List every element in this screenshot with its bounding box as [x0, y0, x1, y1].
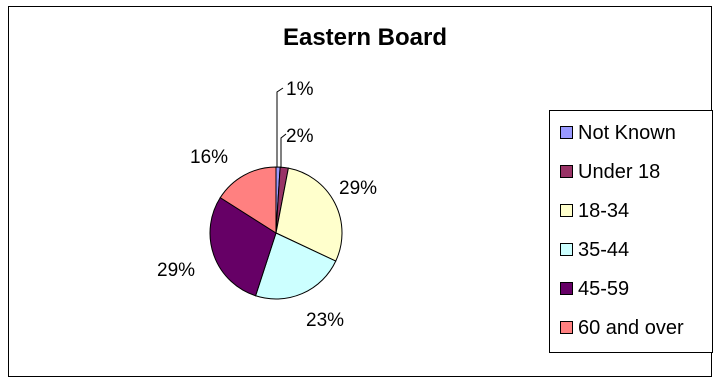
legend-swatch-45-59: [560, 281, 573, 295]
leader-line-under-18: [280, 133, 287, 168]
data-label-35-44: 23%: [306, 310, 344, 331]
data-label-under-18: 2%: [286, 126, 314, 147]
legend-item-60-and-over: 60 and over: [560, 316, 684, 340]
data-label-18-34: 29%: [339, 178, 377, 199]
legend-swatch-18-34: [560, 203, 573, 217]
legend-item-not-known: Not Known: [560, 121, 676, 145]
legend-label-under-18: Under 18: [578, 161, 661, 183]
legend-swatch-35-44: [560, 242, 573, 256]
legend-item-45-59: 45-59: [560, 277, 629, 301]
pie-slice-60-and-over: [219, 166, 277, 234]
legend-swatch-60-and-over: [560, 320, 573, 334]
data-label-60-and-over: 16%: [190, 147, 228, 168]
leader-line-not-known: [276, 87, 284, 167]
data-label-45-59: 29%: [157, 260, 195, 281]
chart-title: Eastern Board: [282, 24, 448, 51]
data-label-not-known: 1%: [286, 79, 314, 100]
legend-item-under-18: Under 18: [560, 160, 660, 184]
legend: Not Known Under 18 18-34 35-44 45-59 60 …: [549, 110, 713, 353]
legend-item-18-34: 18-34: [560, 199, 629, 223]
legend-swatch-not-known: [560, 125, 573, 139]
pie-slice-35-44: [254, 232, 337, 300]
legend-label-18-34: 18-34: [578, 200, 630, 222]
legend-label-35-44: 35-44: [578, 239, 630, 261]
legend-item-35-44: 35-44: [560, 238, 629, 262]
pie-slice-45-59: [209, 196, 277, 297]
legend-label-60-and-over: 60 and over: [578, 317, 684, 339]
pie-slice-18-34: [275, 167, 343, 262]
legend-label-45-59: 45-59: [578, 278, 630, 300]
legend-swatch-under-18: [560, 164, 573, 178]
legend-label-not-known: Not Known: [578, 122, 676, 144]
